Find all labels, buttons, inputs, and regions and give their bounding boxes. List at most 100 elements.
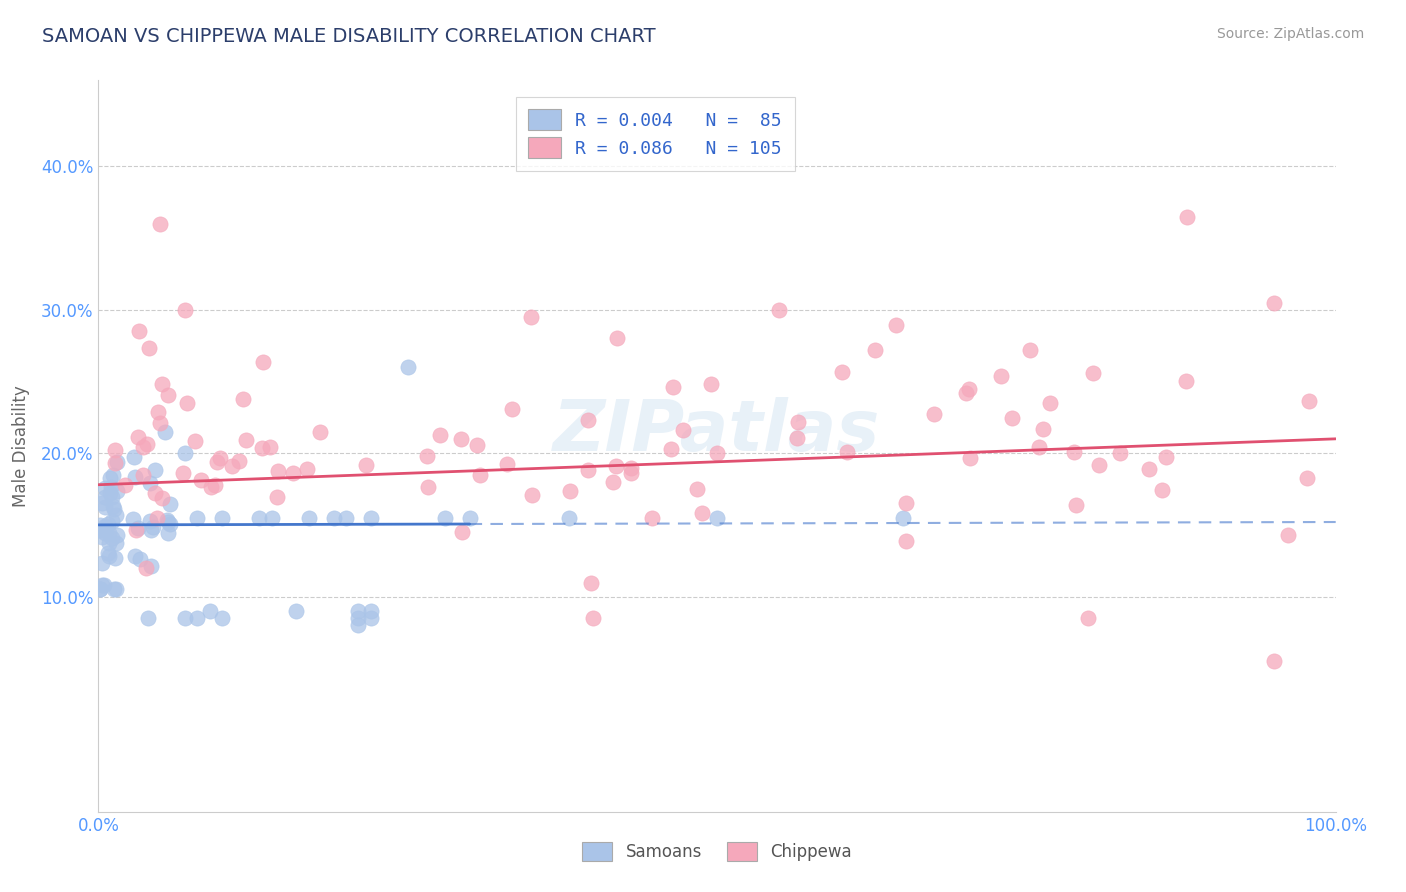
Point — [211, 510, 233, 524]
Point — [620, 461, 643, 475]
Point — [335, 510, 357, 524]
Point — [433, 510, 456, 524]
Point — [89, 582, 111, 597]
Point — [105, 484, 128, 499]
Point — [184, 434, 207, 449]
Point — [347, 618, 370, 632]
Point — [100, 471, 122, 485]
Point — [285, 604, 308, 618]
Point — [157, 516, 180, 530]
Point — [1298, 393, 1320, 408]
Point — [922, 407, 945, 421]
Point — [606, 331, 628, 345]
Point — [467, 438, 489, 452]
Point — [139, 475, 162, 490]
Point — [101, 499, 124, 513]
Point — [232, 392, 254, 406]
Point — [97, 546, 120, 560]
Point — [1063, 445, 1085, 459]
Point — [1064, 498, 1087, 512]
Point — [578, 462, 600, 476]
Point — [94, 481, 117, 495]
Point — [139, 514, 162, 528]
Point — [159, 497, 181, 511]
Point — [450, 433, 472, 447]
Point — [146, 510, 169, 524]
Point — [204, 478, 226, 492]
Point — [1263, 295, 1285, 310]
Point — [641, 510, 664, 524]
Point — [141, 523, 163, 537]
Point — [396, 360, 419, 375]
Point — [959, 450, 981, 465]
Point — [114, 478, 136, 492]
Point — [347, 611, 370, 625]
Point — [259, 440, 281, 454]
Point — [124, 470, 146, 484]
Point — [159, 516, 181, 531]
Point — [235, 433, 257, 447]
Point — [322, 510, 344, 524]
Point — [356, 458, 378, 472]
Point — [128, 324, 150, 338]
Point — [260, 510, 283, 524]
Point — [672, 423, 695, 437]
Point — [97, 536, 120, 550]
Point — [252, 354, 274, 368]
Point — [190, 473, 212, 487]
Point — [132, 440, 155, 454]
Point — [458, 510, 481, 524]
Point — [89, 582, 111, 597]
Point — [468, 468, 491, 483]
Point — [520, 310, 543, 324]
Point — [186, 611, 208, 625]
Point — [1001, 411, 1024, 425]
Point — [101, 532, 124, 546]
Point — [451, 524, 474, 539]
Point — [124, 450, 146, 465]
Point — [1087, 458, 1109, 472]
Point — [416, 449, 439, 463]
Point — [1137, 461, 1160, 475]
Point — [89, 523, 111, 537]
Point — [501, 402, 523, 417]
Point — [172, 466, 194, 480]
Point — [100, 480, 122, 494]
Point — [132, 467, 155, 482]
Point — [896, 534, 918, 549]
Point — [143, 486, 166, 500]
Point — [786, 431, 808, 445]
Point — [247, 510, 270, 524]
Point — [281, 466, 304, 480]
Point — [91, 556, 114, 570]
Point — [360, 611, 382, 625]
Point — [298, 510, 321, 524]
Point — [186, 510, 208, 524]
Point — [1277, 528, 1299, 542]
Point — [787, 415, 810, 429]
Point — [97, 516, 120, 531]
Point — [706, 446, 728, 460]
Text: ZIPatlas: ZIPatlas — [554, 397, 880, 466]
Point — [1154, 450, 1177, 465]
Point — [1296, 470, 1319, 484]
Point — [98, 485, 121, 500]
Point — [105, 582, 128, 597]
Point — [620, 466, 643, 480]
Y-axis label: Male Disability: Male Disability — [11, 385, 30, 507]
Point — [103, 502, 125, 516]
Point — [94, 491, 117, 505]
Point — [1150, 483, 1173, 497]
Point — [156, 514, 179, 528]
Point — [104, 456, 127, 470]
Point — [990, 368, 1012, 383]
Point — [1028, 440, 1050, 454]
Point — [211, 611, 233, 625]
Point — [174, 302, 197, 317]
Point — [605, 459, 627, 474]
Point — [104, 550, 127, 565]
Point — [105, 527, 128, 541]
Point — [582, 611, 605, 625]
Point — [659, 442, 682, 457]
Point — [1174, 374, 1197, 388]
